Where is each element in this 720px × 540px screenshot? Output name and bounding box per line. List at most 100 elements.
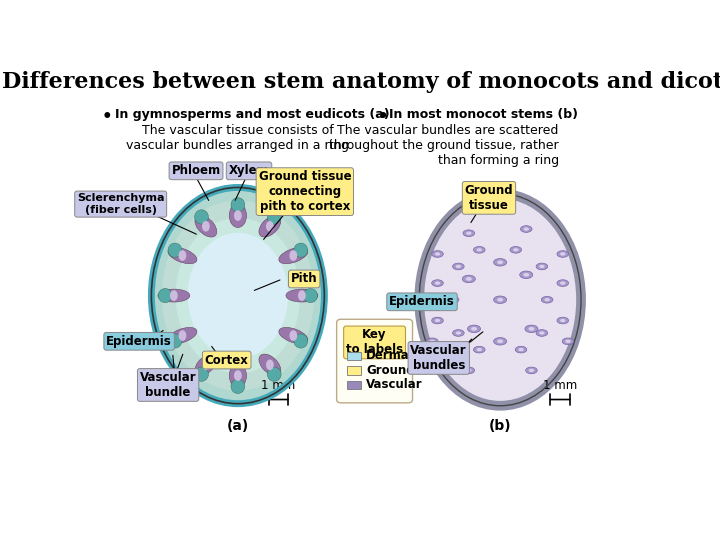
Ellipse shape	[467, 325, 480, 333]
Ellipse shape	[513, 248, 518, 252]
Text: Vascular: Vascular	[366, 379, 423, 392]
Ellipse shape	[516, 346, 527, 353]
Ellipse shape	[179, 330, 186, 341]
Ellipse shape	[539, 332, 544, 335]
Text: Vascular
bundle: Vascular bundle	[140, 371, 197, 399]
Ellipse shape	[494, 338, 507, 345]
Ellipse shape	[229, 204, 246, 227]
Ellipse shape	[560, 319, 565, 322]
Ellipse shape	[298, 290, 306, 301]
Ellipse shape	[162, 200, 314, 391]
Text: 1 mm: 1 mm	[543, 379, 577, 392]
Text: The vascular tissue consists of
vascular bundles arranged in a ring: The vascular tissue consists of vascular…	[127, 124, 349, 152]
Text: Sclerenchyma
(fiber cells): Sclerenchyma (fiber cells)	[77, 193, 164, 215]
Ellipse shape	[176, 218, 300, 373]
Ellipse shape	[557, 317, 569, 324]
Ellipse shape	[231, 379, 245, 394]
Text: Dermal: Dermal	[366, 349, 414, 362]
Ellipse shape	[168, 327, 197, 344]
Text: Key
to labels: Key to labels	[346, 328, 403, 356]
Ellipse shape	[494, 259, 507, 266]
Ellipse shape	[557, 251, 569, 258]
Ellipse shape	[158, 289, 190, 302]
Text: 1 mm: 1 mm	[261, 379, 295, 392]
Ellipse shape	[279, 327, 307, 344]
Ellipse shape	[474, 346, 485, 353]
Ellipse shape	[453, 329, 464, 336]
Ellipse shape	[497, 298, 503, 302]
Ellipse shape	[179, 250, 186, 261]
Text: Epidermis: Epidermis	[107, 335, 172, 348]
Ellipse shape	[560, 281, 565, 285]
Text: Epidermis: Epidermis	[389, 295, 455, 308]
Ellipse shape	[289, 250, 297, 261]
Ellipse shape	[520, 271, 533, 279]
Ellipse shape	[294, 243, 307, 257]
Ellipse shape	[266, 360, 274, 370]
Ellipse shape	[229, 363, 246, 388]
Text: The vascular bundles are scattered
throughout the ground tissue, rather
than for: The vascular bundles are scattered throu…	[329, 124, 559, 167]
Text: Ground: Ground	[366, 364, 415, 377]
Ellipse shape	[267, 367, 281, 381]
Ellipse shape	[432, 280, 444, 286]
Ellipse shape	[463, 367, 474, 374]
Ellipse shape	[565, 340, 571, 343]
Ellipse shape	[419, 194, 581, 406]
Ellipse shape	[462, 275, 475, 282]
Ellipse shape	[456, 265, 461, 268]
Text: (a): (a)	[227, 419, 249, 433]
Ellipse shape	[267, 210, 281, 224]
Ellipse shape	[510, 246, 521, 253]
Ellipse shape	[195, 215, 217, 237]
Ellipse shape	[560, 252, 565, 255]
Ellipse shape	[541, 296, 553, 303]
Text: •: •	[101, 109, 112, 126]
Ellipse shape	[168, 243, 182, 257]
Text: Ground tissue
connecting
pith to cortex: Ground tissue connecting pith to cortex	[258, 170, 351, 213]
Ellipse shape	[528, 327, 534, 330]
Text: In gymnosperms and most eudicots (a): In gymnosperms and most eudicots (a)	[115, 109, 390, 122]
Ellipse shape	[234, 210, 242, 221]
Ellipse shape	[523, 227, 529, 231]
Ellipse shape	[202, 221, 210, 232]
Ellipse shape	[170, 290, 178, 301]
Ellipse shape	[536, 329, 548, 336]
FancyBboxPatch shape	[337, 319, 413, 403]
Text: Pith: Pith	[291, 273, 318, 286]
Ellipse shape	[286, 289, 318, 302]
Ellipse shape	[435, 319, 440, 322]
Ellipse shape	[497, 260, 503, 264]
Ellipse shape	[497, 340, 503, 343]
Text: •: •	[377, 109, 388, 126]
FancyBboxPatch shape	[347, 381, 361, 389]
Ellipse shape	[466, 232, 472, 235]
Ellipse shape	[466, 277, 472, 281]
Ellipse shape	[432, 251, 444, 258]
Text: Xylem: Xylem	[229, 164, 269, 177]
Ellipse shape	[304, 288, 318, 303]
FancyBboxPatch shape	[347, 366, 361, 375]
Ellipse shape	[471, 327, 477, 330]
Ellipse shape	[294, 334, 307, 348]
Ellipse shape	[289, 330, 297, 341]
Ellipse shape	[525, 325, 538, 333]
Ellipse shape	[151, 187, 324, 404]
Ellipse shape	[158, 288, 172, 303]
Ellipse shape	[430, 340, 435, 343]
Ellipse shape	[447, 296, 459, 303]
Ellipse shape	[544, 298, 550, 301]
Text: In most monocot stems (b): In most monocot stems (b)	[389, 109, 577, 122]
Ellipse shape	[168, 334, 182, 348]
Ellipse shape	[494, 296, 507, 303]
Ellipse shape	[202, 360, 210, 370]
Ellipse shape	[477, 348, 482, 352]
Ellipse shape	[259, 215, 281, 237]
Ellipse shape	[234, 370, 242, 381]
Ellipse shape	[195, 354, 217, 376]
Ellipse shape	[194, 210, 209, 224]
Ellipse shape	[557, 280, 569, 286]
Ellipse shape	[539, 265, 544, 268]
Text: Differences between stem anatomy of monocots and dicots: Differences between stem anatomy of mono…	[2, 71, 720, 93]
Ellipse shape	[231, 198, 245, 212]
Ellipse shape	[426, 338, 438, 345]
